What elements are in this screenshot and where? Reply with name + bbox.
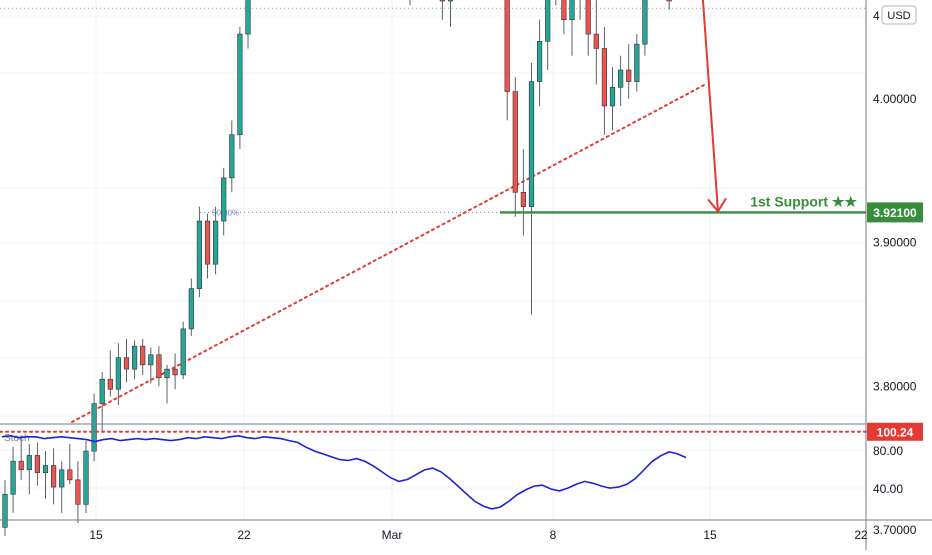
- candle: [164, 364, 170, 404]
- time-tick-label: 22: [237, 528, 251, 542]
- candle: [593, 0, 599, 85]
- candle: [123, 338, 130, 383]
- stoch-pane: Stoch 100.24 80.00 40.00: [0, 422, 923, 510]
- candle: [140, 338, 146, 375]
- candle: [579, 0, 581, 20]
- price-tick-label: 3.70000: [873, 523, 917, 537]
- candlesticks: [2, 0, 672, 536]
- svg-text:100.24: 100.24: [877, 425, 914, 439]
- stoch-overbought-tag: 100.24: [867, 422, 923, 441]
- candle: [626, 44, 632, 99]
- candle: [188, 278, 194, 337]
- candle: [555, 0, 557, 6]
- candle: [213, 206, 219, 275]
- candle: [439, 0, 446, 20]
- candle: [609, 67, 616, 131]
- time-axis[interactable]: 15 22 Mar 8 15 22: [89, 528, 868, 542]
- svg-text:3.92100: 3.92100: [873, 206, 917, 220]
- candle: [59, 461, 65, 513]
- candle: [409, 0, 411, 6]
- level-label: 1st Support ★★: [750, 193, 857, 209]
- candle: [50, 448, 57, 505]
- candle: [83, 441, 89, 513]
- trendline: [71, 83, 707, 423]
- candle: [245, 0, 251, 49]
- candle: [447, 0, 454, 27]
- candle: [504, 0, 510, 121]
- candle: [512, 77, 518, 217]
- candle: [180, 321, 186, 380]
- candle: [229, 120, 235, 193]
- price-tag: 3.92100: [867, 202, 923, 223]
- candle: [617, 55, 624, 106]
- currency-badge[interactable]: USD: [881, 5, 917, 25]
- candle: [642, 0, 648, 56]
- candle: [561, 0, 567, 35]
- candle: [204, 213, 211, 279]
- candle: [10, 446, 16, 513]
- candle: [585, 0, 591, 56]
- time-tick-label: Mar: [382, 528, 403, 542]
- price-tick-label: 4.00000: [873, 92, 917, 106]
- candle: [34, 442, 40, 486]
- stoch-tick-label: 80.00: [873, 444, 903, 458]
- stoch-label: Stoch: [4, 433, 30, 444]
- time-tick-label: 15: [703, 528, 717, 542]
- candle: [75, 461, 81, 524]
- candle: [545, 0, 551, 71]
- currency-label: USD: [887, 10, 910, 22]
- candle: [42, 451, 49, 499]
- candle: [2, 479, 8, 536]
- projection-arrow: [701, 0, 727, 214]
- candle: [520, 149, 526, 236]
- candle: [107, 350, 113, 397]
- candle: [156, 346, 162, 387]
- time-tick-label: 8: [550, 528, 557, 542]
- price-levels: 2nd Resistance ★4.338011st Resistance ★★…: [500, 193, 923, 223]
- candle: [196, 206, 203, 298]
- candle: [18, 436, 24, 480]
- candle: [601, 26, 607, 135]
- candle: [237, 26, 243, 150]
- stoch-tick-label: 40.00: [873, 482, 903, 496]
- time-tick-label: 22: [854, 528, 868, 542]
- candle: [99, 372, 105, 433]
- price-tick-label: 4: [873, 9, 880, 23]
- price-tick-label: 3.80000: [873, 379, 917, 393]
- candle: [634, 34, 640, 92]
- candle: [115, 343, 121, 406]
- candle: [172, 353, 178, 390]
- stoch-line: [1, 434, 687, 510]
- candle: [569, 0, 575, 56]
- time-tick-label: 15: [89, 528, 103, 542]
- candle: [221, 167, 227, 236]
- candle: [132, 340, 138, 380]
- price-axis[interactable]: 4.300004.100004.000003.900003.800003.700…: [873, 0, 917, 537]
- candle: [666, 0, 672, 10]
- candle: [26, 443, 32, 495]
- price-tick-label: 3.90000: [873, 236, 917, 250]
- candle: [148, 347, 154, 384]
- grid: [0, 0, 866, 520]
- candle: [67, 443, 73, 485]
- candle: [536, 19, 543, 106]
- candle: [91, 393, 97, 462]
- candle: [528, 62, 535, 315]
